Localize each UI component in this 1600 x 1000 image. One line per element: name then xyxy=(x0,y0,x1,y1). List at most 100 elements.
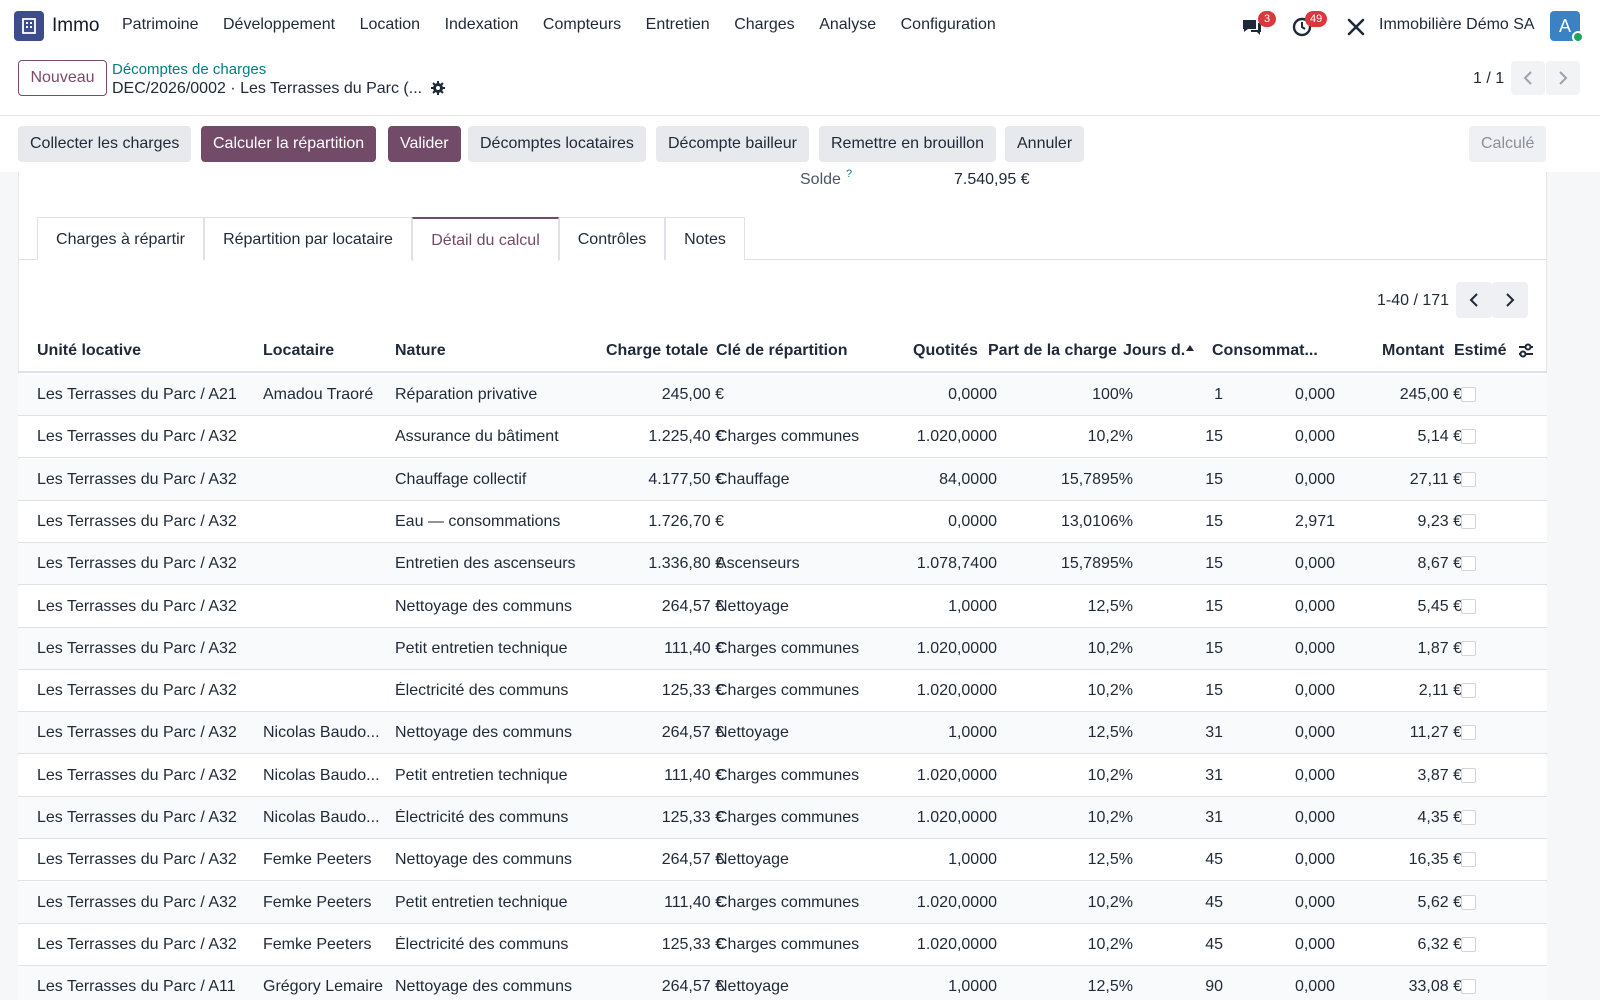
tools-icon[interactable] xyxy=(1344,15,1368,39)
table-row[interactable]: Les Terrasses du Parc / A32 Entretien des… xyxy=(18,543,1547,586)
estime-checkbox[interactable] xyxy=(1461,810,1476,825)
table-row[interactable]: Les Terrasses du Parc / A32 Eau — consomm… xyxy=(18,500,1547,543)
chat-icon[interactable] xyxy=(1240,15,1264,39)
cell-consommation: 0,000 xyxy=(1294,639,1335,657)
cell-nature: Eau — consommations xyxy=(395,512,561,530)
table-row[interactable]: Les Terrasses du Parc / A32 Femke Peeters… xyxy=(18,839,1547,882)
cell-locataire: Femke Peeters xyxy=(263,893,372,911)
cell-nature: Nettoyage des communs xyxy=(395,597,572,615)
tab-notes[interactable]: Notes xyxy=(665,217,745,260)
menu-location[interactable]: Location xyxy=(359,16,421,33)
table-row[interactable]: Les Terrasses du Parc / A32 Nicolas Baudo… xyxy=(18,712,1547,755)
estime-checkbox[interactable] xyxy=(1461,387,1476,402)
column-jours[interactable]: Jours d. xyxy=(1123,342,1186,359)
cell-montant: 1,87 € xyxy=(1417,639,1462,657)
activities-badge: 49 xyxy=(1305,11,1328,27)
tab-controles[interactable]: Contrôles xyxy=(559,217,665,260)
table-row[interactable]: Les Terrasses du Parc / A32 Nicolas Baudo… xyxy=(18,797,1547,839)
cell-consommation: 0,000 xyxy=(1294,682,1335,700)
cell-unite-locative: Les Terrasses du Parc / A32 xyxy=(37,935,237,953)
estime-checkbox[interactable] xyxy=(1461,513,1476,529)
compute-allocation-button[interactable]: Calculer la répartition xyxy=(201,126,377,162)
app-name[interactable]: Immo xyxy=(52,15,100,36)
table-row[interactable]: Les Terrasses du Parc / A32 Chauffage col… xyxy=(18,458,1547,501)
cell-locataire: Femke Peeters xyxy=(263,851,372,869)
list-pager-value[interactable]: 1-40 / 171 xyxy=(1377,292,1450,309)
table-row[interactable]: Les Terrasses du Parc / A32 Femke Peeters… xyxy=(18,923,1547,966)
help-tooltip-icon[interactable]: ? xyxy=(846,168,853,180)
landlord-statement-button[interactable]: Décompte bailleur xyxy=(656,126,809,162)
estime-checkbox[interactable] xyxy=(1461,936,1476,952)
column-montant[interactable]: Montant xyxy=(1382,342,1445,359)
table-row[interactable]: Les Terrasses du Parc / A21 Amadou Traoré… xyxy=(18,374,1547,416)
cell-montant: 8,67 € xyxy=(1417,555,1462,573)
cell-unite-locative: Les Terrasses du Parc / A32 xyxy=(37,893,237,911)
column-consommation[interactable]: Consommat... xyxy=(1212,342,1318,359)
list-next-button[interactable] xyxy=(1492,282,1528,318)
estime-checkbox[interactable] xyxy=(1461,767,1476,783)
menu-entretien[interactable]: Entretien xyxy=(645,16,710,33)
column-nature[interactable]: Nature xyxy=(395,342,446,359)
estime-checkbox[interactable] xyxy=(1461,598,1476,614)
cell-charge-totale: 125,33 € xyxy=(661,682,724,700)
tab-repartition-par-locataire[interactable]: Répartition par locataire xyxy=(204,217,412,260)
estime-checkbox[interactable] xyxy=(1461,471,1476,487)
list-previous-button[interactable] xyxy=(1456,282,1492,318)
cancel-button[interactable]: Annuler xyxy=(1005,126,1085,162)
table-row[interactable]: Les Terrasses du Parc / A32 Nicolas Baudo… xyxy=(18,754,1547,797)
cell-unite-locative: Les Terrasses du Parc / A21 xyxy=(37,386,237,403)
column-part-de-la-charge[interactable]: Part de la charge xyxy=(988,342,1117,359)
column-cle-de-repartition[interactable]: Clé de répartition xyxy=(716,342,848,359)
tenant-statements-button[interactable]: Décomptes locataires xyxy=(468,126,646,162)
apps-menu-icon[interactable] xyxy=(14,11,44,41)
optional-columns-icon[interactable] xyxy=(1517,342,1535,360)
table-row[interactable]: Les Terrasses du Parc / A32 Femke Peeters… xyxy=(18,881,1547,924)
estime-checkbox[interactable] xyxy=(1461,683,1476,699)
estime-checkbox[interactable] xyxy=(1461,556,1476,572)
menu-compteurs[interactable]: Compteurs xyxy=(542,16,622,33)
gear-icon[interactable] xyxy=(430,80,446,96)
menu-developpement[interactable]: Développement xyxy=(222,16,336,33)
estime-checkbox[interactable] xyxy=(1461,725,1476,741)
estime-checkbox[interactable] xyxy=(1461,894,1476,910)
table-row[interactable]: Les Terrasses du Parc / A32 Électricité d… xyxy=(18,670,1547,713)
estime-checkbox[interactable] xyxy=(1461,429,1476,445)
estime-checkbox[interactable] xyxy=(1461,640,1476,656)
tab-charges-a-repartir[interactable]: Charges à répartir xyxy=(37,217,204,260)
collect-charges-button[interactable]: Collecter les charges xyxy=(18,126,192,162)
pager-next-button[interactable] xyxy=(1546,61,1580,95)
company-switcher[interactable]: Immobilière Démo SA xyxy=(1379,16,1535,33)
menu-patrimoine[interactable]: Patrimoine xyxy=(122,16,199,33)
table-row[interactable]: Les Terrasses du Parc / A32 Assurance du … xyxy=(18,416,1547,459)
column-unite-locative[interactable]: Unité locative xyxy=(37,342,142,359)
breadcrumb-parent-link[interactable]: Décomptes de charges xyxy=(112,61,267,78)
cell-part: 100% xyxy=(1092,386,1133,403)
table-row[interactable]: Les Terrasses du Parc / A11 Grégory Lemai… xyxy=(18,966,1547,1000)
column-charge-totale[interactable]: Charge totale xyxy=(606,342,709,359)
column-estime[interactable]: Estimé xyxy=(1454,342,1507,359)
menu-indexation[interactable]: Indexation xyxy=(444,16,519,33)
menu-analyse[interactable]: Analyse xyxy=(819,16,877,33)
cell-jours: 15 xyxy=(1205,682,1223,700)
validate-button[interactable]: Valider xyxy=(388,126,461,162)
cell-montant: 4,35 € xyxy=(1417,809,1462,826)
cell-montant: 5,14 € xyxy=(1417,428,1462,446)
menu-charges[interactable]: Charges xyxy=(734,16,795,33)
reset-to-draft-button[interactable]: Remettre en brouillon xyxy=(819,126,996,162)
column-locataire[interactable]: Locataire xyxy=(263,342,335,359)
tab-detail-du-calcul[interactable]: Détail du calcul xyxy=(412,217,559,261)
menu-configuration[interactable]: Configuration xyxy=(900,16,996,33)
cell-jours: 31 xyxy=(1205,766,1223,784)
table-row[interactable]: Les Terrasses du Parc / A32 Petit entreti… xyxy=(18,627,1547,670)
clock-icon[interactable] xyxy=(1290,15,1314,39)
cell-charge-totale: 111,40 € xyxy=(664,639,724,657)
table-row[interactable]: Les Terrasses du Parc / A32 Nettoyage des… xyxy=(18,585,1547,628)
pager-previous-button[interactable] xyxy=(1511,61,1545,95)
breadcrumb-current: DEC/2026/0002 · Les Terrasses du Parc (.… xyxy=(112,80,423,97)
new-button[interactable]: Nouveau xyxy=(18,60,107,96)
cell-part: 10,2% xyxy=(1087,639,1133,657)
record-pager-value[interactable]: 1 / 1 xyxy=(1473,70,1505,87)
column-quotites[interactable]: Quotités xyxy=(913,342,978,359)
estime-checkbox[interactable] xyxy=(1461,852,1476,868)
estime-checkbox[interactable] xyxy=(1461,979,1476,995)
